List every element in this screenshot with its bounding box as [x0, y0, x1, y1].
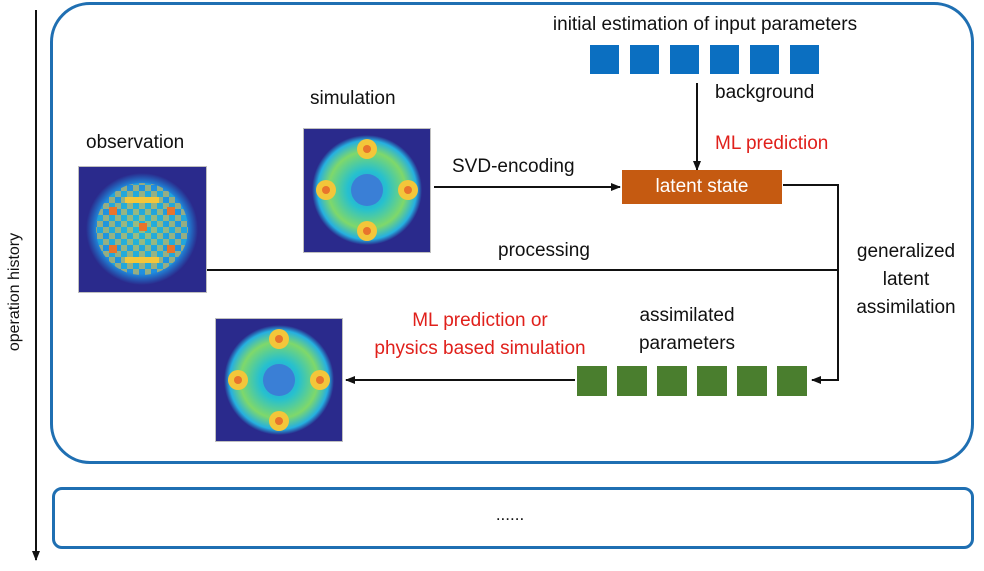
assimilated-label: assimilated parameters — [638, 305, 736, 354]
param-box — [777, 366, 807, 396]
latent-state-label: latent state — [655, 176, 749, 197]
gla-label: generalized latent assimilation — [856, 241, 956, 318]
param-box — [750, 45, 779, 74]
next-cycle-frame — [52, 487, 974, 549]
simulation-heatmap — [303, 128, 431, 253]
initial-estimation-label: initial estimation of input parameters — [552, 14, 858, 35]
param-box — [670, 45, 699, 74]
param-box — [737, 366, 767, 396]
assimilation-cycle-frame — [50, 2, 974, 464]
ml-or-physics-label: ML prediction or physics based simulatio… — [374, 310, 586, 359]
param-box — [590, 45, 619, 74]
background-label: background — [715, 82, 815, 103]
latent-state-box: latent state — [622, 170, 782, 204]
processing-label: processing — [498, 240, 590, 261]
param-box — [710, 45, 739, 74]
ml-prediction-label: ML prediction — [715, 133, 829, 154]
svd-encoding-label: SVD-encoding — [452, 156, 575, 177]
simulation-label: simulation — [310, 88, 396, 109]
observation-heatmap — [78, 166, 207, 293]
latent-assimilation-path — [783, 184, 839, 384]
ellipsis-label: ...... — [495, 505, 525, 524]
param-box — [630, 45, 659, 74]
param-box — [617, 366, 647, 396]
param-box — [697, 366, 727, 396]
operation-history-label: operation history — [6, 232, 23, 352]
param-box — [577, 366, 607, 396]
prediction-heatmap — [215, 318, 343, 442]
param-box — [657, 366, 687, 396]
param-box — [790, 45, 819, 74]
observation-label: observation — [86, 132, 185, 153]
